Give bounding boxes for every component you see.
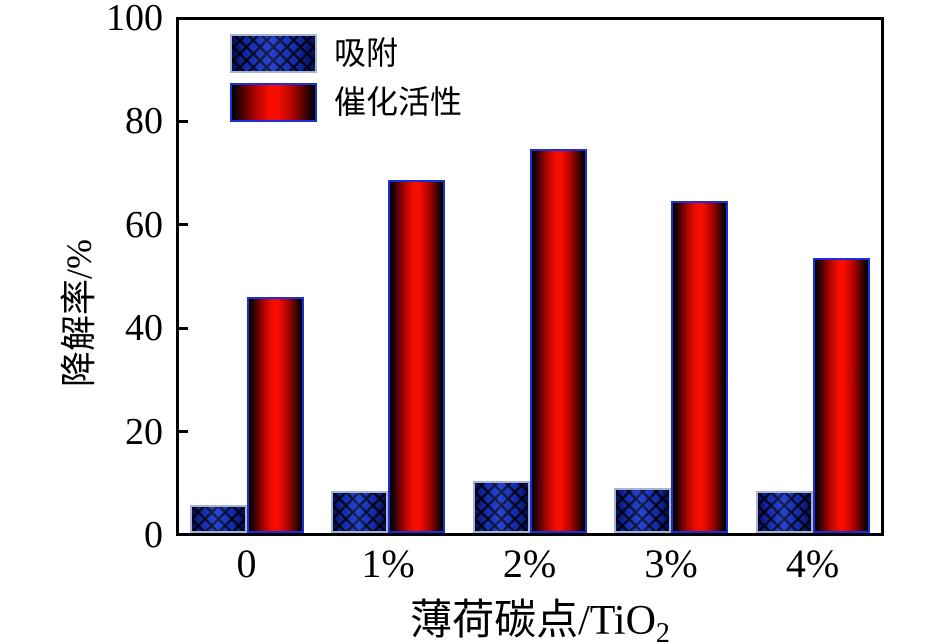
x-tick-label: 1%	[361, 541, 415, 586]
x-tick-label: 2%	[502, 541, 557, 586]
y-tick-label: 80	[125, 100, 163, 143]
legend-swatch-adsorption	[230, 33, 317, 73]
bar-catalytic-0	[246, 297, 304, 533]
bar-adsorption-4%	[755, 491, 813, 533]
bar-catalytic-1%	[388, 180, 445, 533]
y-tick-label: 60	[125, 203, 163, 246]
bar-catalytic-4%	[812, 258, 870, 533]
legend-item-catalytic: 催化活性	[230, 82, 462, 122]
bar-adsorption-2%	[472, 481, 530, 533]
legend: 吸附 催化活性	[230, 33, 462, 131]
bar-catalytic-2%	[529, 149, 587, 533]
y-tick-mark	[179, 326, 188, 330]
x-axis-title: 薄荷碳点/TiO2	[410, 586, 670, 642]
x-tick-label: 0	[236, 541, 257, 586]
y-tick-mark	[179, 223, 188, 227]
legend-label-adsorption: 吸附	[334, 35, 399, 71]
bar-adsorption-0	[189, 505, 247, 533]
x-tick-label: 4%	[785, 541, 840, 586]
y-tick-label: 40	[125, 307, 163, 350]
plot-area: 吸附 催化活性	[176, 17, 884, 536]
x-axis-title-text: 薄荷碳点/TiO	[410, 598, 656, 642]
y-tick-label: 20	[125, 410, 163, 453]
bar-adsorption-1%	[331, 491, 388, 533]
bar-adsorption-3%	[614, 488, 671, 533]
legend-label-catalytic: 催化活性	[334, 84, 463, 120]
bar-catalytic-3%	[671, 201, 728, 533]
legend-item-adsorption: 吸附	[230, 33, 462, 73]
y-tick-mark	[179, 119, 188, 123]
y-tick-label: 100	[106, 0, 163, 39]
y-tick-mark	[179, 430, 188, 434]
y-tick-label: 0	[144, 514, 163, 556]
x-axis-title-subscript: 2	[655, 618, 670, 642]
legend-swatch-catalytic	[230, 82, 317, 122]
x-tick-label: 3%	[644, 541, 698, 586]
